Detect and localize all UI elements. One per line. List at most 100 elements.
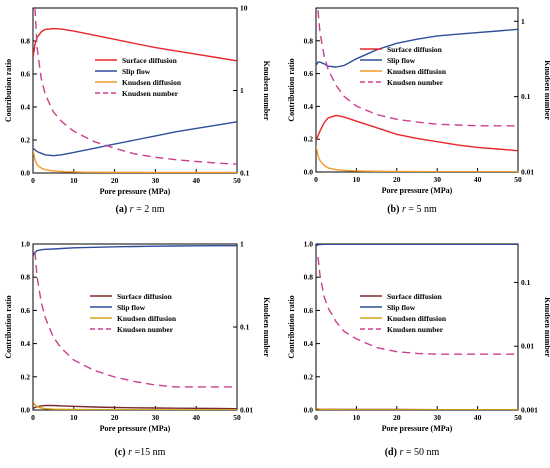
x-axis-label: Pore pressure (MPa)	[100, 187, 171, 196]
y2-axis-label: Knudsen number	[543, 297, 550, 357]
legend-label: Surface diffusion	[117, 292, 173, 301]
x-tick-label: 20	[393, 413, 401, 422]
y-tick-label: 0.8	[304, 36, 314, 45]
legend-label: Surface diffusion	[387, 45, 443, 54]
y-tick-label: 0.0	[304, 168, 314, 177]
legend-label: Slip flow	[387, 56, 416, 65]
y-tick-label: 0.4	[21, 103, 31, 112]
x-tick-label: 20	[111, 413, 119, 422]
y-tick-label: 0.4	[304, 102, 314, 111]
legend: Surface diffusion Slip flow Knudsen diffus…	[95, 56, 182, 98]
x-tick-label: 30	[152, 413, 160, 422]
x-tick-label: 20	[111, 176, 119, 185]
y-tick-label: 0.4	[304, 339, 314, 348]
y-tick-label: 0.0	[21, 169, 31, 178]
x-tick-label: 10	[70, 413, 78, 422]
y-tick-label: 0.2	[304, 135, 314, 144]
legend-label: Knudsen number	[387, 78, 444, 87]
series-line-slip-flow	[33, 246, 237, 256]
y2-tick-label: 0.1	[240, 169, 250, 178]
x-axis-label: Pore pressure (MPa)	[382, 424, 453, 433]
y-tick-label: 0.2	[21, 136, 31, 145]
y2-axis-label: Knudsen number	[543, 60, 550, 120]
legend-label: Slip flow	[387, 303, 416, 312]
y-axis-label: Contribution ratio	[287, 295, 296, 358]
plot-frame	[316, 8, 518, 172]
y-axis-label: Contribution ratio	[287, 58, 296, 121]
series-line-slip-flow	[316, 244, 518, 245]
legend: Surface diffusion Slip flow Knudsen diffus…	[90, 292, 177, 334]
panel-caption: (c) r =15 nm	[115, 447, 166, 458]
caption-letter: (c)	[115, 447, 129, 458]
y2-tick-label: 1	[240, 240, 244, 249]
x-tick-label: 30	[433, 413, 441, 422]
legend-label: Knudsen diffusion	[387, 67, 447, 76]
x-tick-label: 0	[31, 413, 35, 422]
y2-tick-label: 1	[240, 86, 244, 95]
legend-label: Surface diffusion	[122, 56, 178, 65]
x-tick-label: 10	[353, 413, 361, 422]
panel-caption: (a) r = 2 nm	[116, 204, 165, 215]
legend-label: Surface diffusion	[387, 292, 443, 301]
panel-caption: (d) r = 50 nm	[385, 447, 440, 458]
x-tick-label: 0	[31, 176, 35, 185]
y-tick-label: 0.2	[304, 372, 314, 381]
y-tick-label: 0.0	[304, 406, 314, 415]
y-axis-label: Contribution ratio	[4, 59, 13, 122]
series-line-surface-diffusion	[316, 115, 518, 150]
y-tick-label: 0.2	[21, 372, 31, 381]
x-axis-label: Pore pressure (MPa)	[382, 186, 453, 195]
x-tick-label: 10	[353, 175, 361, 184]
y-tick-label: 0.8	[21, 37, 31, 46]
series-line-knudsen-number	[318, 257, 518, 354]
y2-tick-label: 0.01	[521, 342, 534, 351]
y2-tick-label: 0.1	[521, 278, 531, 287]
x-tick-label: 40	[474, 175, 482, 184]
legend: Surface diffusion Slip flow Knudsen diffus…	[360, 292, 447, 334]
legend-label: Knudsen diffusion	[387, 314, 447, 323]
legend-label: Knudsen number	[387, 325, 444, 334]
y2-tick-label: 0.01	[240, 406, 253, 415]
y-tick-label: 0.6	[304, 306, 314, 315]
y2-tick-label: 0.001	[521, 406, 538, 415]
x-tick-label: 40	[192, 413, 200, 422]
x-axis-label: Pore pressure (MPa)	[100, 424, 171, 433]
y-tick-label: 1.0	[21, 240, 31, 249]
legend-label: Knudsen diffusion	[117, 314, 177, 323]
caption-value: = 2 nm	[134, 204, 165, 215]
series-line-knudsen-diffusion	[316, 146, 518, 172]
y2-tick-label: 1	[521, 17, 525, 26]
x-tick-label: 0	[314, 175, 318, 184]
legend-label: Slip flow	[117, 303, 146, 312]
caption-value: = 50 nm	[403, 447, 439, 458]
legend-label: Knudsen diffusion	[122, 78, 182, 87]
series-line-surface-diffusion	[33, 405, 237, 408]
caption-letter: (b)	[387, 204, 402, 215]
caption-letter: (a)	[116, 204, 130, 215]
x-tick-label: 30	[433, 175, 441, 184]
y-tick-label: 0.6	[21, 306, 31, 315]
x-tick-label: 10	[70, 176, 78, 185]
y-tick-label: 0.4	[21, 339, 31, 348]
caption-letter: (d)	[385, 447, 400, 458]
caption-value: = 5 nm	[406, 204, 437, 215]
caption-value: =15 nm	[132, 447, 166, 458]
y-tick-label: 1.0	[304, 240, 314, 249]
y-axis-label: Contribution ratio	[4, 295, 13, 358]
legend-label: Slip flow	[122, 67, 151, 76]
y2-tick-label: 0.1	[521, 92, 531, 101]
x-tick-label: 40	[474, 413, 482, 422]
y2-tick-label: 0.01	[521, 168, 534, 177]
x-tick-label: 30	[152, 176, 160, 185]
y-tick-label: 0.8	[21, 273, 31, 282]
y-tick-label: 0.6	[21, 70, 31, 79]
panel-caption: (b) r = 5 nm	[387, 204, 437, 215]
y-tick-label: 0.6	[304, 69, 314, 78]
y-tick-label: 0.0	[21, 406, 31, 415]
y-tick-label: 0.8	[304, 273, 314, 282]
